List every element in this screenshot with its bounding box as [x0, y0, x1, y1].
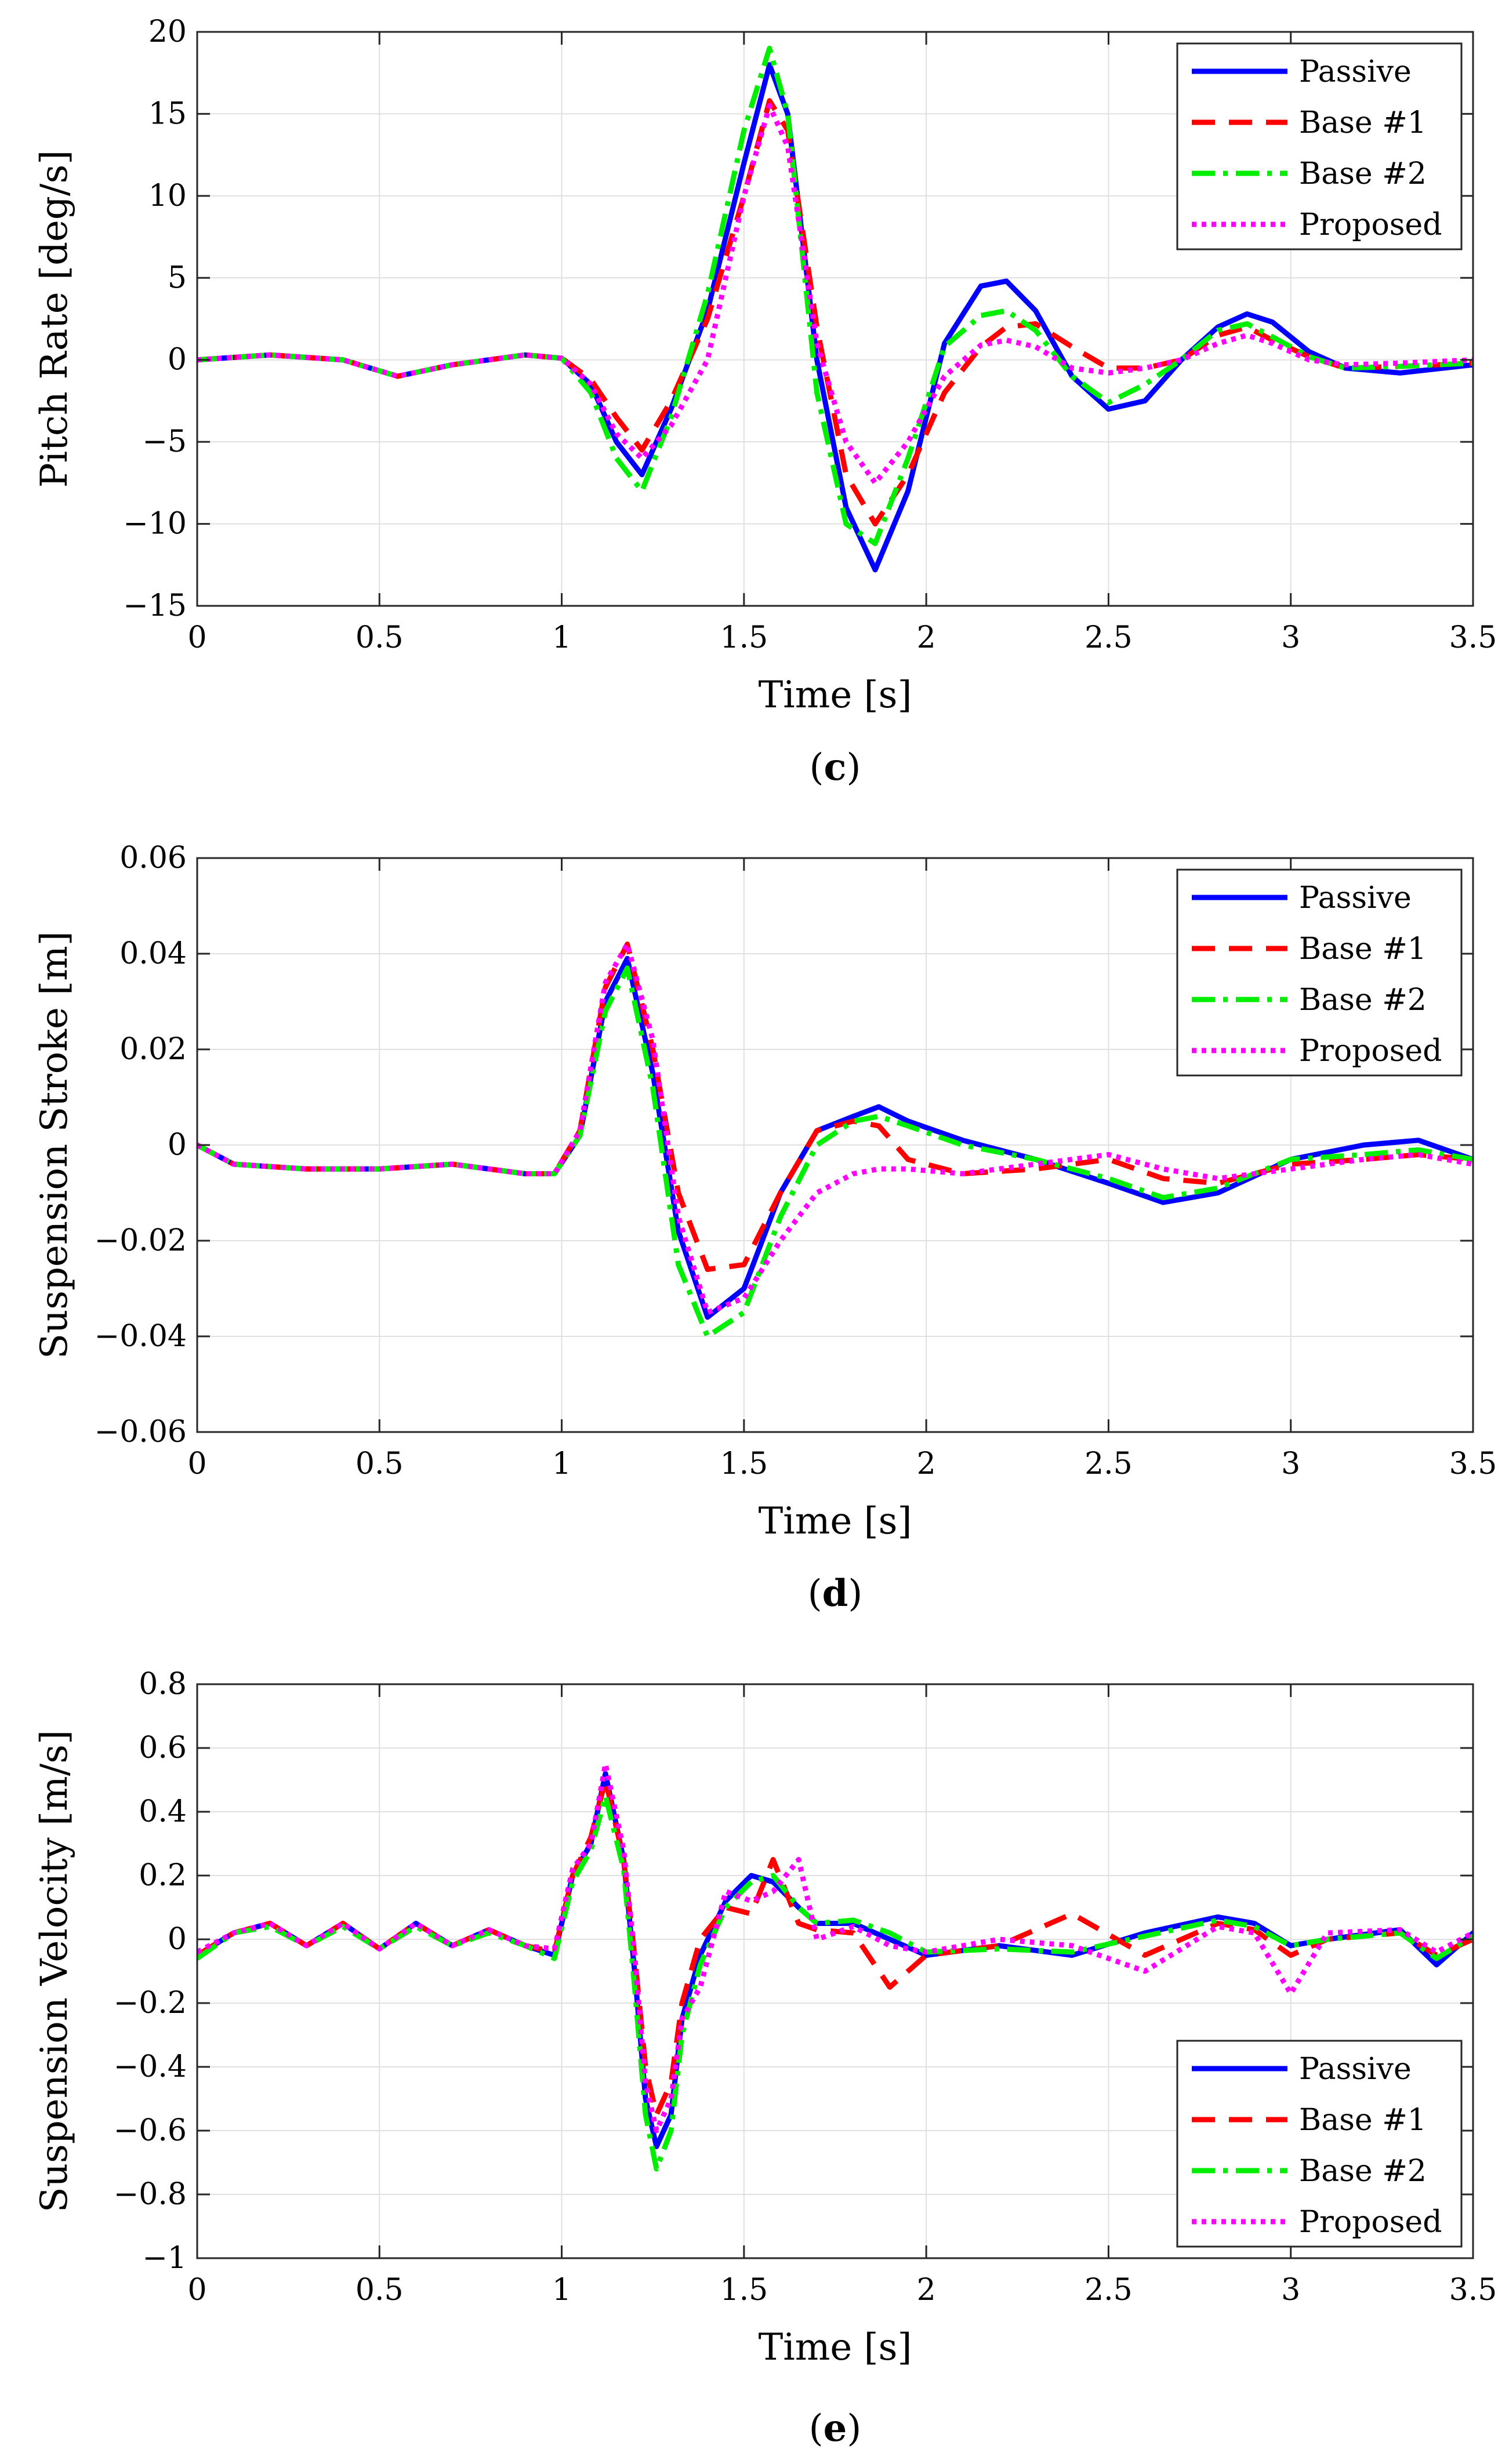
x-tick-label: 1.5: [720, 620, 768, 655]
legend-label: Passive: [1299, 881, 1412, 915]
y-tick-label: 0.06: [119, 841, 187, 875]
legend-label: Base #1: [1299, 932, 1427, 966]
y-tick-label: 10: [148, 179, 187, 213]
legend-label: Base #2: [1299, 983, 1427, 1017]
x-tick-label: 0: [187, 2273, 206, 2307]
panel-e: 0 0.5 1 1.5 2 2.5 3 3.5 −1 −0.8 −0.6 −0.4 −0.2 0 0.2 0.…: [33, 1667, 1497, 2450]
x-axis-label: Time [s]: [759, 1500, 912, 1543]
y-tick-label: 0: [168, 1128, 187, 1162]
series-line-proposed: [197, 103, 1473, 486]
series-line-base-2: [197, 1793, 1473, 2172]
legend-label: Base #1: [1299, 2103, 1427, 2138]
panel-c: 0 0.5 1 1.5 2 2.5 3 3.5 −15 −10 −5 0 5 10 15 20 Time [s]…: [33, 14, 1497, 789]
x-tick-label: 2: [917, 620, 936, 655]
x-tick-label: 0: [187, 620, 206, 655]
legend-label: Proposed: [1299, 1034, 1442, 1069]
x-tick-label: 1.5: [720, 1447, 768, 1481]
panel-d: 0 0.5 1 1.5 2 2.5 3 3.5 −0.06 −0.04 −0.02 0 0.02 0.04…: [33, 841, 1497, 1615]
x-tick-label: 3: [1281, 1447, 1300, 1481]
legend-label: Passive: [1299, 2052, 1412, 2087]
series-line-base-2: [197, 45, 1473, 546]
y-tick-label: −0.6: [114, 2113, 187, 2148]
y-tick-label: 15: [148, 96, 187, 131]
legend-box: [1176, 42, 1463, 250]
y-axis-label: Pitch Rate [deg/s]: [33, 150, 76, 488]
x-axis-label: Time [s]: [759, 674, 912, 717]
panel-caption: (d): [808, 1572, 863, 1615]
legend-label: Base #2: [1299, 157, 1427, 191]
series-line-base-1: [197, 98, 1473, 527]
y-tick-label: 5: [168, 260, 187, 295]
y-tick-label: 0.04: [119, 936, 187, 971]
y-axis-label: Suspension Velocity [m/s]: [33, 1730, 76, 2212]
x-tick-label: 0.5: [356, 620, 404, 655]
y-tick-label: −1: [142, 2241, 187, 2276]
legend: Passive Base #1 Base #2 Proposed: [1176, 42, 1463, 250]
series-line-proposed: [197, 942, 1473, 1315]
x-tick-label: 1: [552, 620, 571, 655]
y-tick-label: 0.02: [119, 1032, 187, 1067]
legend-box: [1176, 868, 1463, 1077]
x-tick-label: 0.5: [356, 2273, 404, 2307]
y-tick-label: 0: [168, 1922, 187, 1957]
y-tick-label: −0.2: [114, 1986, 187, 2020]
x-tick-label: 2: [917, 1447, 936, 1481]
y-tick-label: 0: [168, 343, 187, 377]
y-tick-label: 20: [148, 14, 187, 49]
x-tick-label: 1: [552, 2273, 571, 2307]
axes-box: [196, 31, 1474, 607]
y-tick-label: 0.6: [139, 1731, 187, 1765]
x-tick-label: 3: [1281, 2273, 1300, 2307]
axes-box: [196, 1683, 1474, 2259]
y-tick-label: −0.06: [95, 1415, 187, 1449]
series-line-proposed: [197, 1761, 1473, 2134]
y-tick-label: 0.2: [139, 1858, 187, 1893]
panel-caption: (e): [809, 2407, 862, 2450]
x-tick-label: 3.5: [1449, 620, 1497, 655]
y-tick-label: −15: [123, 588, 187, 623]
x-tick-label: 2.5: [1084, 620, 1133, 655]
legend-label: Base #1: [1299, 106, 1427, 140]
y-tick-label: −10: [123, 507, 187, 542]
y-tick-label: −0.04: [95, 1319, 187, 1354]
y-tick-label: −5: [142, 424, 187, 459]
legend-label: Proposed: [1299, 208, 1442, 242]
x-tick-label: 0.5: [356, 1447, 404, 1481]
x-tick-label: 1: [552, 1447, 571, 1481]
legend: Passive Base #1 Base #2 Proposed: [1176, 2040, 1463, 2248]
x-tick-label: 2.5: [1084, 2273, 1133, 2307]
x-tick-label: 2: [917, 2273, 936, 2307]
y-tick-label: 0.4: [139, 1794, 187, 1829]
legend-label: Proposed: [1299, 2205, 1442, 2240]
y-tick-label: −0.8: [114, 2177, 187, 2212]
legend-label: Passive: [1299, 54, 1412, 89]
y-tick-label: −0.02: [95, 1223, 187, 1258]
legend-box: [1176, 2040, 1463, 2248]
x-tick-label: 0: [187, 1447, 206, 1481]
x-tick-label: 3: [1281, 620, 1300, 655]
legend-label: Base #2: [1299, 2154, 1427, 2189]
panel-caption: (c): [810, 746, 861, 789]
x-tick-label: 2.5: [1084, 1447, 1133, 1481]
y-tick-label: 0.8: [139, 1667, 187, 1702]
x-tick-label: 3.5: [1449, 2273, 1497, 2307]
legend: Passive Base #1 Base #2 Proposed: [1176, 868, 1463, 1077]
y-tick-label: −0.4: [114, 2049, 187, 2084]
x-tick-label: 1.5: [720, 2273, 768, 2307]
x-tick-label: 3.5: [1449, 1447, 1497, 1481]
x-axis-label: Time [s]: [759, 2326, 912, 2369]
y-axis-label: Suspension Stroke [m]: [33, 931, 76, 1359]
